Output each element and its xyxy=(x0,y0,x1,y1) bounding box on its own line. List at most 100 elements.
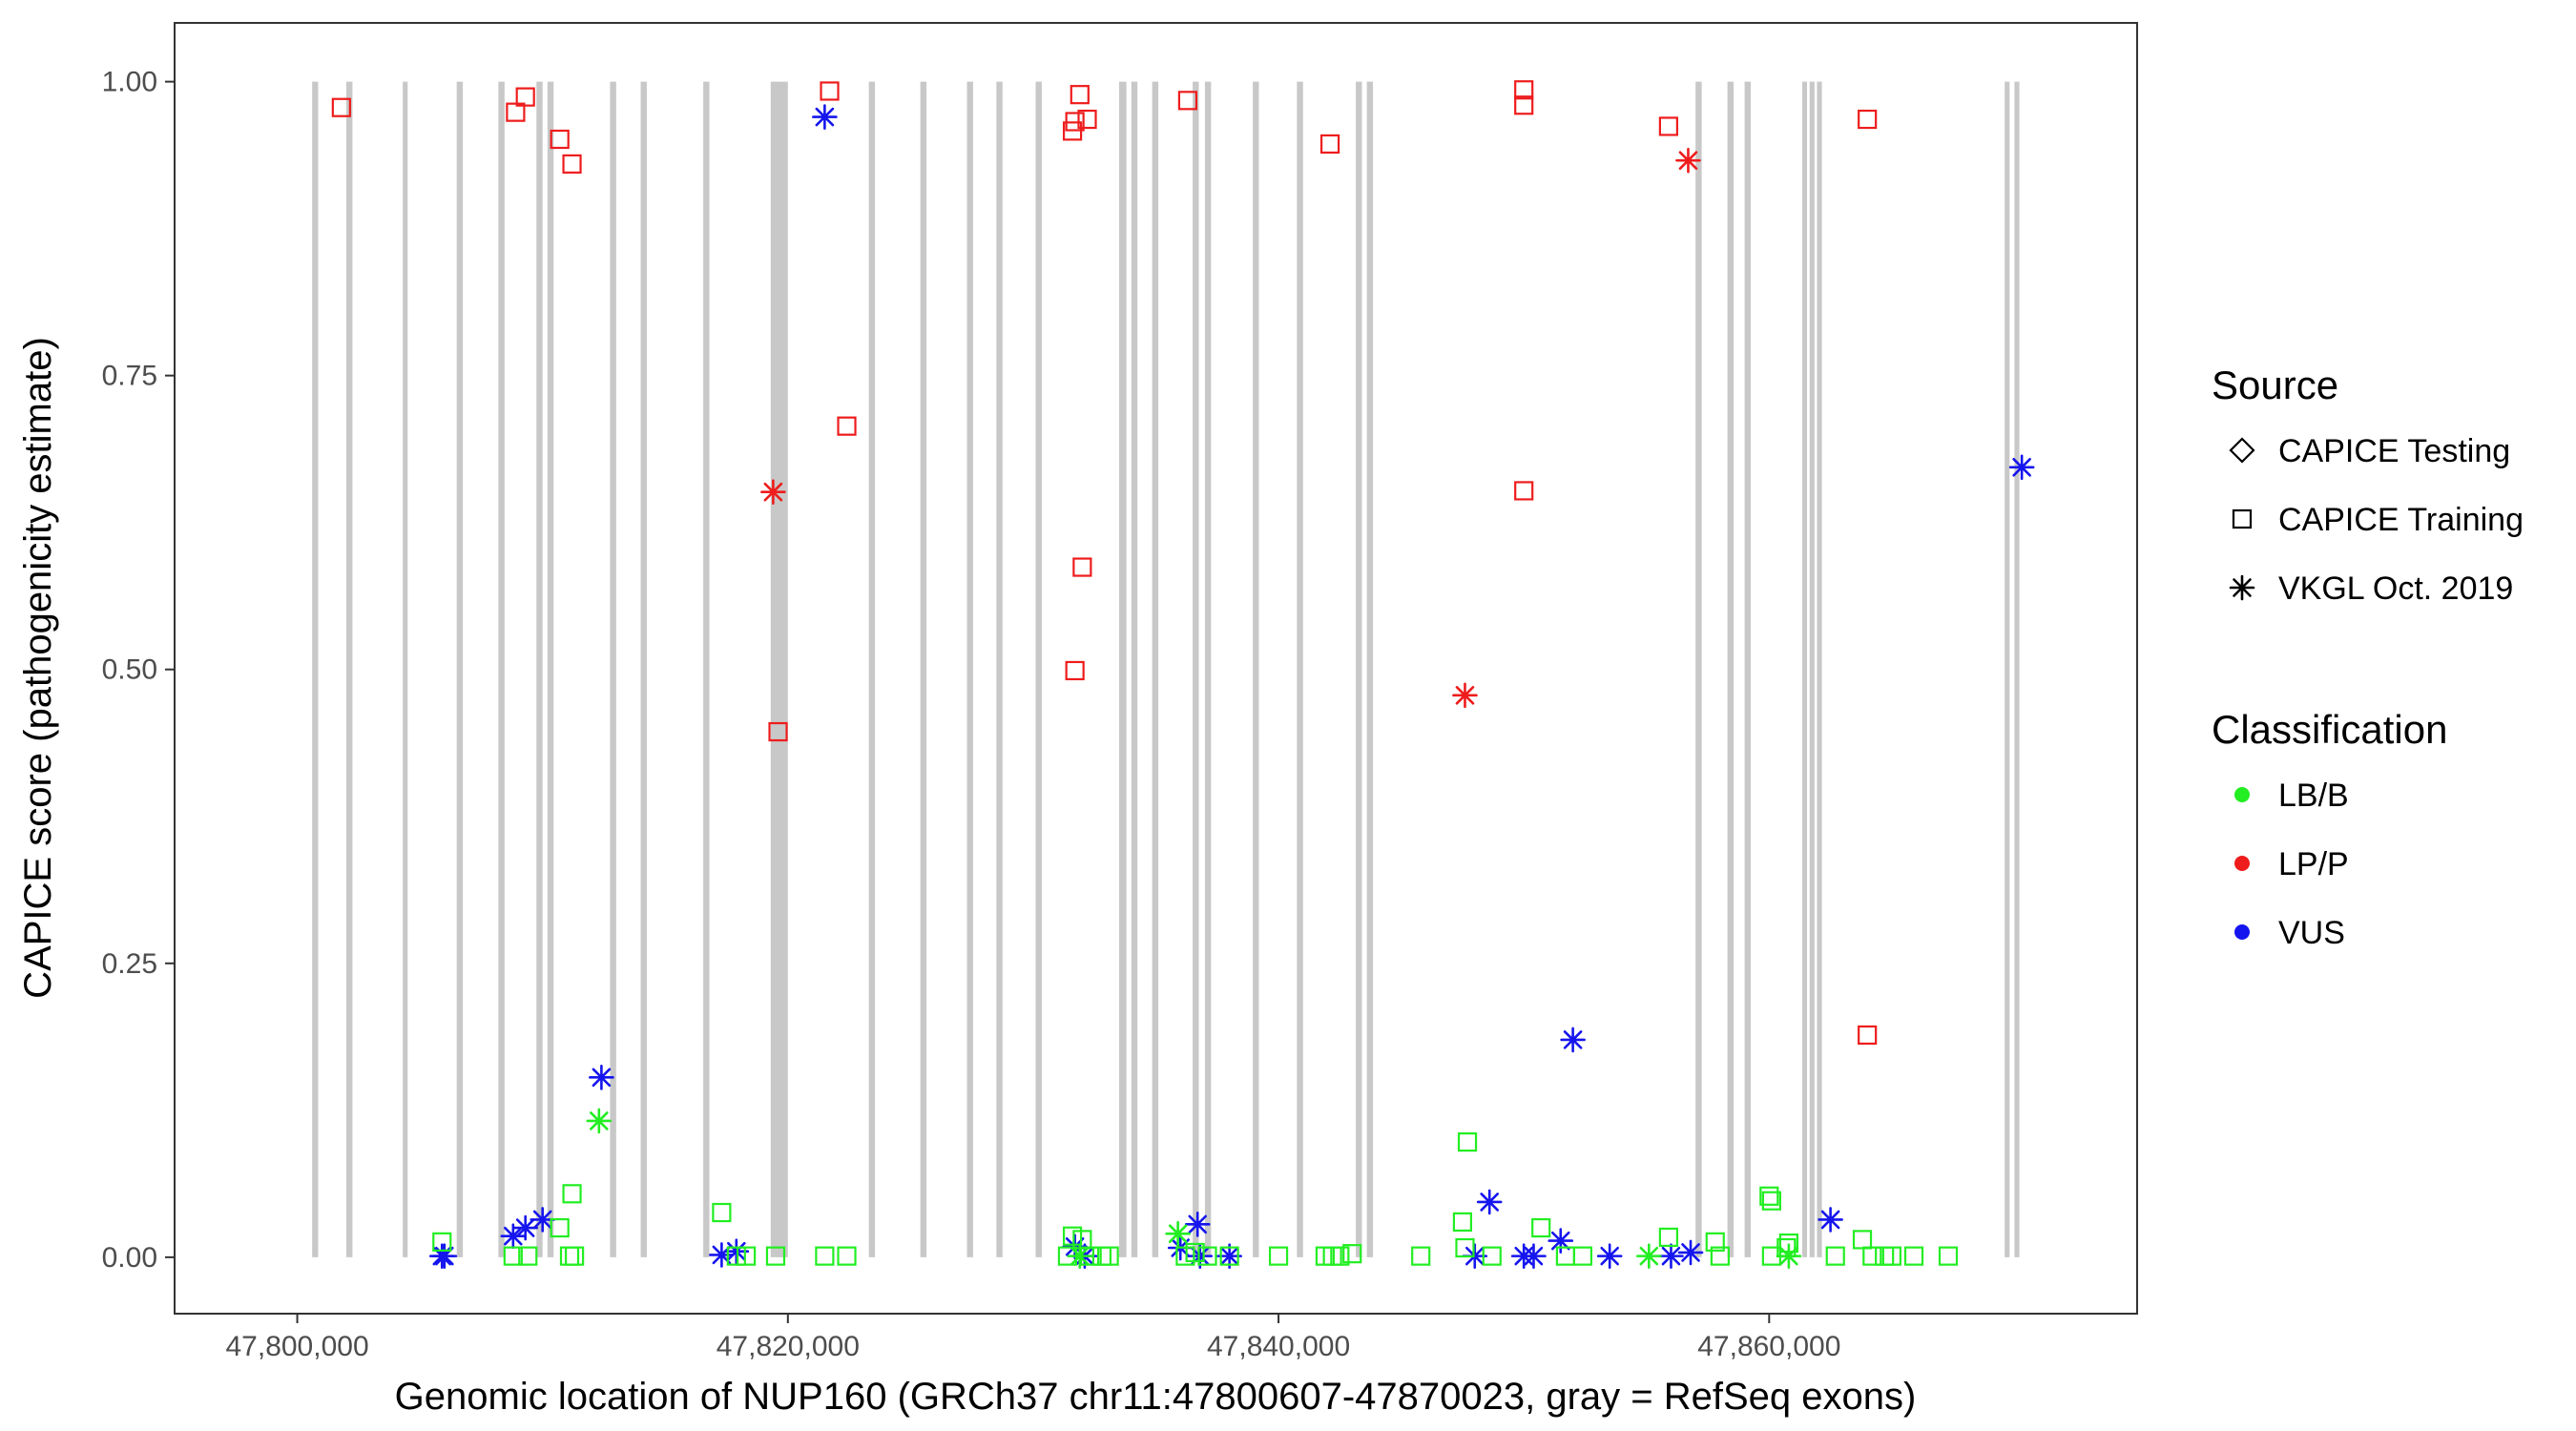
x-tick-label: 47,860,000 xyxy=(1697,1331,1840,1362)
data-point-square xyxy=(550,129,570,150)
exon-band-14 xyxy=(996,81,1003,1257)
y-tick-label: 0.00 xyxy=(102,1242,157,1274)
legend-label-lbb: LB/B xyxy=(2278,778,2349,814)
data-point-square xyxy=(1062,1226,1083,1246)
exon-band-18 xyxy=(1152,81,1159,1257)
exon-band-24 xyxy=(1366,81,1374,1257)
data-point-square xyxy=(1514,481,1534,501)
data-point-square xyxy=(765,1246,786,1266)
data-point-square xyxy=(1411,1246,1431,1266)
data-point-square xyxy=(1268,1246,1289,1266)
data-point-square xyxy=(1219,1246,1239,1266)
y-tick-label: 0.25 xyxy=(102,948,157,980)
data-point-square xyxy=(562,1184,582,1204)
exon-band-29 xyxy=(1809,81,1815,1257)
data-point-asterisk xyxy=(812,104,838,130)
data-point-asterisk xyxy=(431,1243,458,1269)
exon-band-11 xyxy=(868,81,876,1257)
exon-bands xyxy=(312,81,2020,1257)
data-point-square xyxy=(1862,1246,1882,1266)
data-point-square xyxy=(1825,1246,1845,1266)
data-point-square xyxy=(1457,1131,1478,1152)
legend-classification-title: Classification xyxy=(2212,707,2447,752)
data-point-square xyxy=(562,154,582,174)
data-point-square xyxy=(1938,1246,1959,1266)
data-point-square xyxy=(1705,1232,1725,1252)
exon-band-3 xyxy=(456,81,464,1257)
data-point-asterisk xyxy=(1636,1243,1662,1269)
y-axis-title: CAPICE score (pathogenicity estimate) xyxy=(17,337,59,999)
data-point-square xyxy=(432,1232,452,1252)
data-point-asterisk xyxy=(723,1238,750,1264)
exon-band-8 xyxy=(640,81,647,1257)
data-point-asterisk xyxy=(1184,1212,1211,1237)
data-point-square xyxy=(1175,1246,1195,1266)
exon-band-25 xyxy=(1695,81,1702,1257)
data-point-asterisk xyxy=(1818,1207,1843,1233)
exon-band-20 xyxy=(1204,81,1212,1257)
data-point-square xyxy=(1858,109,1878,130)
exon-band-26 xyxy=(1727,81,1735,1257)
data-point-square xyxy=(1514,80,1534,100)
data-point-square xyxy=(1658,116,1678,136)
exon-band-31 xyxy=(2005,81,2010,1257)
data-point-square xyxy=(518,1246,538,1266)
data-point-square xyxy=(1065,112,1085,132)
data-point-square xyxy=(1185,1242,1205,1263)
data-point-square xyxy=(1531,1217,1551,1238)
data-point-square xyxy=(1079,1246,1100,1266)
data-point-square xyxy=(1077,109,1097,130)
data-point-square xyxy=(1197,1246,1217,1266)
x-tick-label: 47,840,000 xyxy=(1207,1331,1350,1362)
data-point-square xyxy=(1759,1186,1779,1206)
data-point-square xyxy=(1065,660,1085,681)
x-tick-label: 47,800,000 xyxy=(225,1331,368,1362)
exon-band-21 xyxy=(1253,81,1259,1257)
exon-band-23 xyxy=(1356,81,1362,1257)
exon-band-17 xyxy=(1131,81,1138,1257)
y-tick-label: 1.00 xyxy=(102,67,157,98)
data-point-asterisk xyxy=(760,479,786,505)
legend-label-capice-training: CAPICE Training xyxy=(2278,502,2524,538)
data-point-square xyxy=(1452,1212,1473,1232)
y-tick-label: 0.75 xyxy=(102,361,157,392)
exon-band-0 xyxy=(312,81,319,1257)
data-point-square xyxy=(1330,1246,1350,1266)
exon-band-22 xyxy=(1297,81,1303,1257)
plot-panel-border xyxy=(174,22,2138,1315)
data-point-square xyxy=(837,1246,857,1266)
legend: Source CAPICE Testing CAPICE Training VK… xyxy=(2212,363,2524,951)
exon-band-16 xyxy=(1118,81,1127,1257)
exon-band-2 xyxy=(403,81,408,1257)
data-point-square xyxy=(1776,1237,1797,1258)
exon-band-5 xyxy=(536,81,543,1257)
exon-band-28 xyxy=(1802,81,1808,1257)
y-tick-label: 0.50 xyxy=(102,654,157,686)
exon-band-12 xyxy=(920,81,927,1257)
legend-key-square xyxy=(2232,508,2253,529)
exon-band-6 xyxy=(547,81,554,1257)
data-point-square xyxy=(1070,85,1090,105)
axes: 47,800,000 47,820,000 47,840,000 47,860,000… xyxy=(102,67,1841,1362)
legend-key-dot xyxy=(2234,924,2250,940)
exon-band-19 xyxy=(1193,81,1199,1257)
exon-band-7 xyxy=(610,81,616,1257)
exon-band-32 xyxy=(2014,81,2020,1257)
legend-label-capice-testing: CAPICE Testing xyxy=(2278,433,2510,469)
data-point-square xyxy=(1852,1230,1873,1250)
data-points xyxy=(331,80,2035,1269)
data-point-square xyxy=(1761,1191,1781,1211)
data-point-square xyxy=(506,102,526,122)
data-point-square xyxy=(1875,1246,1895,1266)
legend-key-diamond xyxy=(2229,437,2255,464)
data-point-asterisk xyxy=(1548,1228,1574,1254)
data-point-square xyxy=(559,1246,580,1266)
x-tick-label: 47,820,000 xyxy=(717,1331,860,1362)
data-point-asterisk xyxy=(709,1242,735,1268)
data-point-square xyxy=(1658,1227,1678,1248)
data-point-square xyxy=(1177,91,1198,111)
data-point-asterisk xyxy=(1452,682,1478,709)
legend-key-asterisk xyxy=(2229,574,2255,601)
exon-band-30 xyxy=(1817,81,1822,1257)
